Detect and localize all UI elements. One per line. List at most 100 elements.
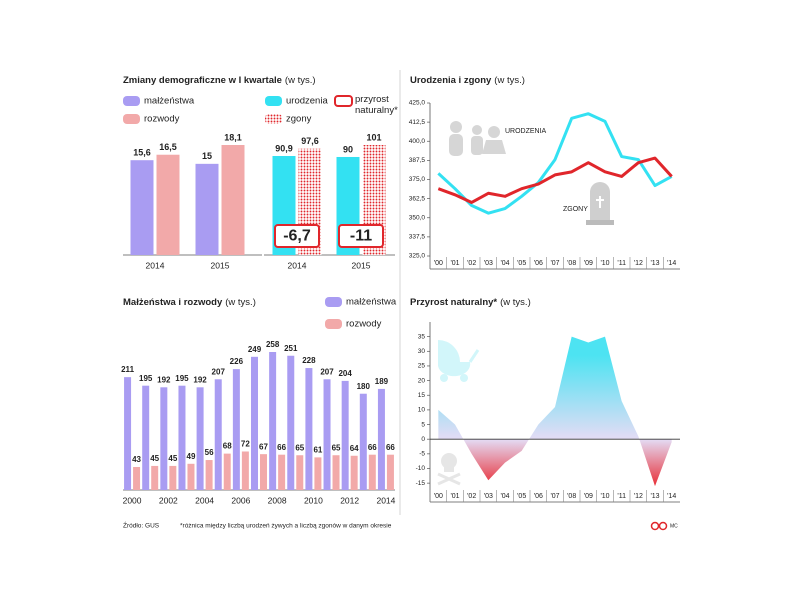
x-tick-label: '12 [634, 493, 643, 500]
x-tick-label: 2002 [159, 495, 178, 505]
value-label: 61 [313, 445, 322, 454]
x-tick-label: '11 [617, 260, 626, 267]
x-tick-label: '02 [467, 260, 476, 267]
bar [251, 356, 258, 490]
title-unit: (w tys.) [494, 75, 525, 86]
x-tick-label: '01 [450, 493, 459, 500]
value-label: 66 [277, 443, 286, 452]
value-label: 56 [205, 448, 214, 457]
bar [187, 463, 195, 490]
value-label: 251 [284, 344, 298, 353]
x-tick-label: 2000 [123, 495, 142, 505]
value-label: 207 [320, 367, 334, 376]
y-tick-label: 5 [421, 421, 425, 428]
bar [195, 163, 219, 255]
legend-label: małżeństwa [346, 297, 397, 308]
y-tick-label: 400,0 [409, 138, 426, 145]
legend-swatch [325, 319, 342, 329]
legend-label-box: przyrost naturalny* [355, 94, 398, 116]
bar [377, 388, 385, 490]
legend-label: rozwody [144, 114, 180, 125]
x-tick-label: '00 [434, 493, 443, 500]
y-tick-label: -10 [416, 465, 426, 472]
legend-label: urodzenia [286, 96, 328, 107]
chart-title: Przyrost naturalny* (w tys.) [410, 297, 531, 308]
line [437, 112, 673, 215]
value-label: 68 [223, 442, 232, 451]
source: Źródło: GUS [123, 521, 160, 530]
title-text: Przyrost naturalny* [410, 297, 497, 308]
bar [359, 393, 367, 490]
series-label: URODZENIA [505, 128, 547, 135]
bar [178, 385, 186, 490]
bar [341, 380, 349, 490]
bar [269, 352, 277, 490]
x-tick-label: '03 [484, 493, 493, 500]
y-tick-label: 20 [418, 377, 426, 384]
y-tick-label: 25 [418, 363, 426, 370]
x-tick-label: 2015 [211, 260, 230, 270]
value-label: 249 [248, 345, 262, 354]
x-tick-label: '06 [534, 493, 543, 500]
value-label: 97,6 [301, 136, 319, 146]
y-tick-label: 387,5 [409, 157, 426, 164]
x-tick-label: 2014 [146, 260, 165, 270]
bar [214, 379, 222, 490]
title-text: Urodzenia i zgony [410, 75, 492, 86]
y-tick-label: 412,5 [409, 119, 426, 126]
x-tick-label: '12 [634, 260, 643, 267]
bar [124, 377, 132, 490]
x-tick-label: '07 [550, 260, 559, 267]
x-tick-label: '01 [450, 260, 459, 267]
y-tick-label: -15 [416, 480, 426, 487]
value-label: 15,6 [133, 148, 151, 158]
chart-title: Małżeństwa i rozwody (w tys.) [123, 297, 256, 308]
value-label: 18,1 [224, 132, 242, 142]
bar [305, 368, 313, 490]
y-tick-label: 30 [418, 348, 426, 355]
bar [156, 154, 180, 255]
bar [151, 465, 159, 490]
x-tick-label: '09 [584, 493, 593, 500]
value-label: 67 [259, 442, 268, 451]
value-label: 195 [175, 374, 189, 383]
pram-icon [438, 340, 480, 382]
x-tick-label: 2014 [288, 260, 307, 270]
bar [142, 385, 150, 490]
y-tick-label: 350,0 [409, 214, 426, 221]
legend-label: rozwody [346, 319, 382, 330]
x-tick-label: '11 [617, 493, 626, 500]
series-label: ZGONY [563, 206, 588, 213]
x-tick-label: 2004 [195, 495, 214, 505]
legend-swatch [334, 95, 353, 107]
value-label: 65 [332, 443, 341, 452]
y-tick-label: 10 [418, 407, 426, 414]
chart-title: Urodzenia i zgony (w tys.) [410, 75, 525, 86]
value-box [338, 224, 384, 248]
title-unit: (w tys.) [225, 297, 256, 308]
title-text: Małżeństwa i rozwody [123, 297, 223, 308]
people-icon [449, 121, 506, 156]
value-label: 207 [212, 367, 226, 376]
bar [223, 453, 231, 490]
bar [260, 454, 267, 490]
x-tick-label: '14 [667, 260, 676, 267]
value-label: 15 [202, 151, 212, 161]
x-tick-label: '05 [517, 493, 526, 500]
bar [130, 160, 154, 255]
bar [205, 460, 213, 490]
legend-swatch [123, 96, 140, 106]
x-tick-label: '02 [467, 493, 476, 500]
chart-title: Zmiany demograficzne w I kwartale (w tys.… [123, 75, 316, 86]
value-label: 43 [132, 455, 141, 464]
x-tick-label: '13 [650, 260, 659, 267]
x-tick-label: '04 [500, 493, 509, 500]
bar [386, 454, 394, 490]
x-tick-label: 2015 [352, 260, 371, 270]
x-tick-label: 2014 [376, 495, 395, 505]
gravestone-icon [586, 182, 614, 225]
y-tick-label: 362,5 [409, 195, 426, 202]
value-label: 72 [241, 440, 250, 449]
